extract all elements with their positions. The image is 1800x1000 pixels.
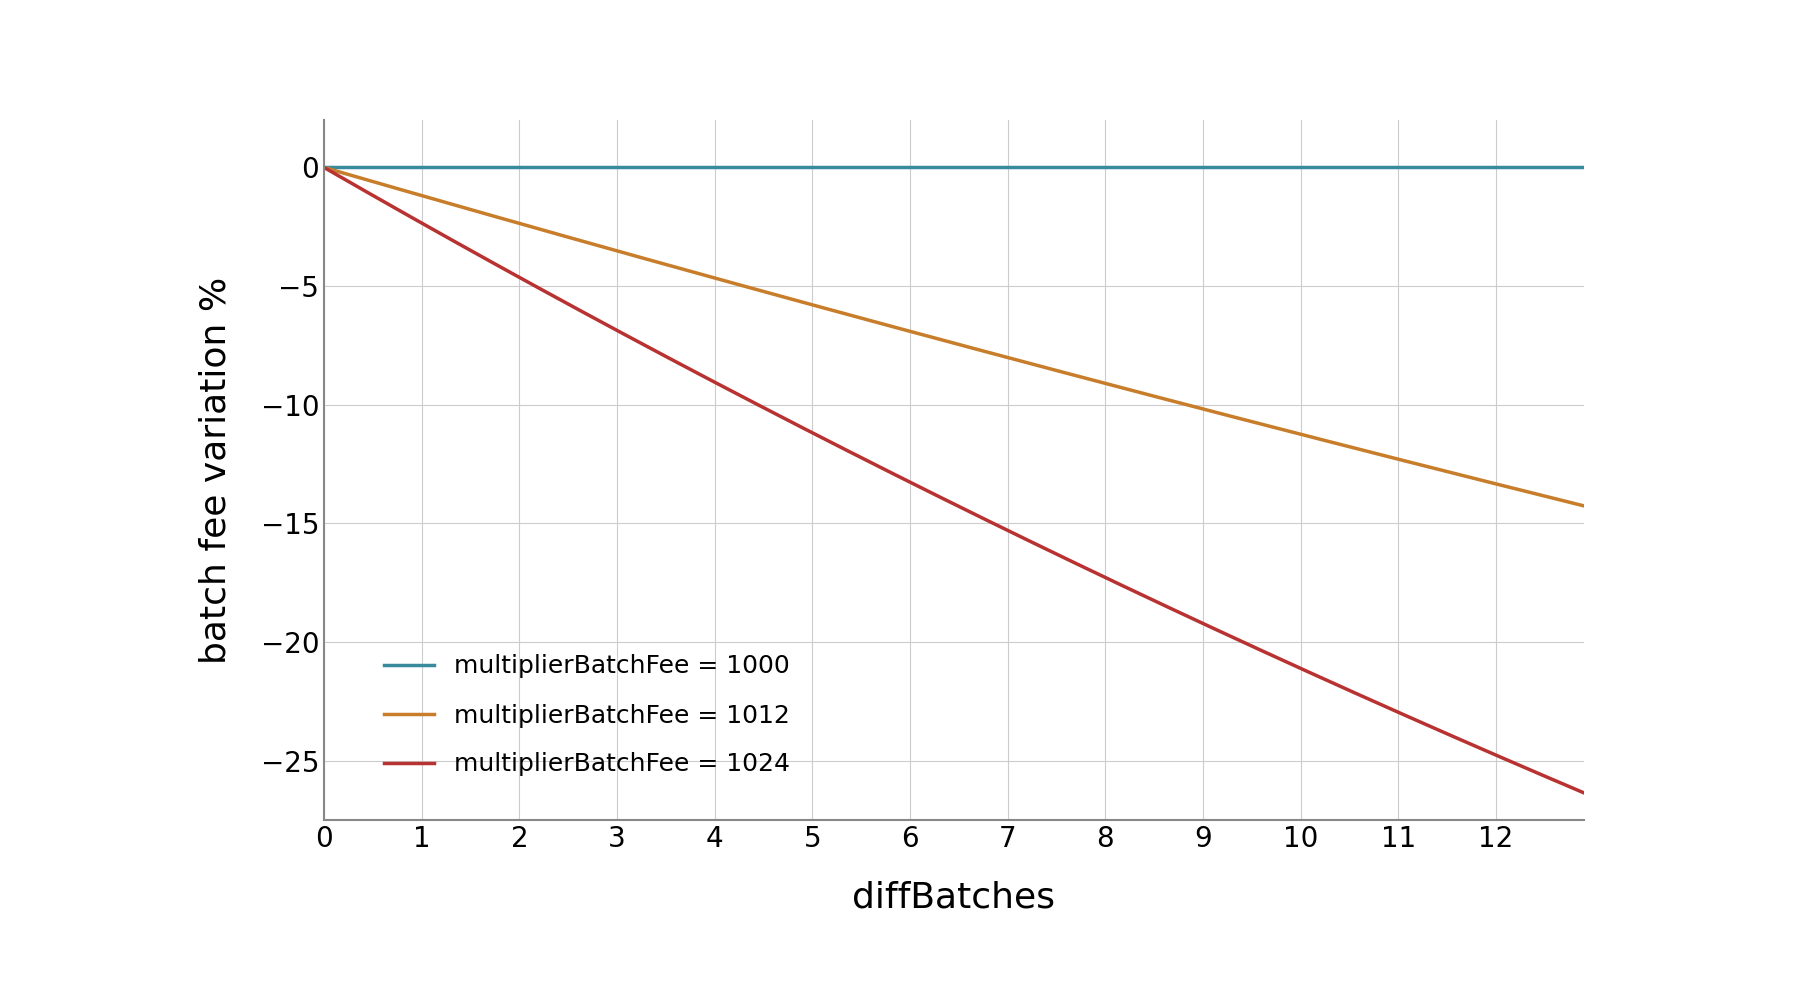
multiplierBatchFee = 1000 bbox=[995, 161, 1017, 173]
multiplierBatchFee = 1012 bbox=[313, 161, 335, 173]
Line: multiplierBatchFee = 1012: multiplierBatchFee = 1012 bbox=[324, 167, 1584, 506]
Legend: multiplierBatchFee = 1000, multiplierBatchFee = 1012, multiplierBatchFee = 1024: multiplierBatchFee = 1000, multiplierBat… bbox=[374, 644, 801, 786]
multiplierBatchFee = 1000 bbox=[920, 161, 941, 173]
multiplierBatchFee = 1012 bbox=[911, 329, 932, 341]
multiplierBatchFee = 1024 bbox=[911, 482, 932, 494]
Y-axis label: batch fee variation %: batch fee variation % bbox=[198, 276, 232, 664]
multiplierBatchFee = 1000 bbox=[911, 161, 932, 173]
multiplierBatchFee = 1024 bbox=[920, 486, 941, 498]
multiplierBatchFee = 1024 bbox=[1543, 774, 1564, 786]
multiplierBatchFee = 1012 bbox=[995, 351, 1017, 363]
multiplierBatchFee = 1024 bbox=[1064, 556, 1085, 568]
multiplierBatchFee = 1012 bbox=[1346, 443, 1368, 455]
X-axis label: diffBatches: diffBatches bbox=[853, 881, 1055, 915]
multiplierBatchFee = 1012 bbox=[920, 331, 941, 343]
multiplierBatchFee = 1000 bbox=[313, 161, 335, 173]
multiplierBatchFee = 1012 bbox=[1064, 369, 1085, 381]
Line: multiplierBatchFee = 1024: multiplierBatchFee = 1024 bbox=[324, 167, 1584, 793]
multiplierBatchFee = 1012 bbox=[1573, 500, 1595, 512]
multiplierBatchFee = 1024 bbox=[1346, 688, 1368, 700]
multiplierBatchFee = 1024 bbox=[1573, 787, 1595, 799]
multiplierBatchFee = 1000 bbox=[1573, 161, 1595, 173]
multiplierBatchFee = 1012 bbox=[1543, 492, 1564, 504]
multiplierBatchFee = 1024 bbox=[313, 161, 335, 173]
multiplierBatchFee = 1000 bbox=[1543, 161, 1564, 173]
multiplierBatchFee = 1024 bbox=[995, 523, 1017, 535]
multiplierBatchFee = 1000 bbox=[1064, 161, 1085, 173]
multiplierBatchFee = 1000 bbox=[1346, 161, 1368, 173]
